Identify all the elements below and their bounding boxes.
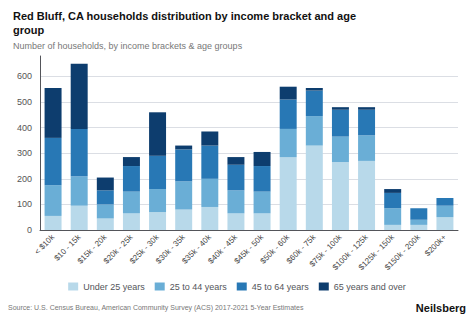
svg-text:$45k - 50k: $45k - 50k [232, 232, 266, 266]
svg-text:$60k - 75k: $60k - 75k [284, 232, 318, 266]
svg-text:group: group [13, 24, 44, 36]
svg-text:$20k - 25k: $20k - 25k [101, 232, 135, 266]
svg-text:300: 300 [17, 148, 32, 158]
svg-text:65 years and over: 65 years and over [334, 282, 406, 292]
svg-text:$10 - 15k: $10 - 15k [52, 232, 83, 263]
svg-text:$15k - 20k: $15k - 20k [75, 232, 109, 266]
svg-text:$100k - 125k: $100k - 125k [330, 232, 370, 272]
svg-text:$30k - 35k: $30k - 35k [154, 232, 187, 266]
svg-text:0: 0 [27, 225, 32, 235]
svg-text:$35k - 40k: $35k - 40k [180, 232, 213, 266]
svg-text:$25k - 30k: $25k - 30k [128, 232, 161, 266]
svg-text:45 to 64 years: 45 to 64 years [252, 282, 310, 292]
svg-text:Neilsberg: Neilsberg [416, 302, 466, 314]
svg-text:500: 500 [17, 97, 32, 107]
svg-text:$40k - 45k: $40k - 45k [206, 232, 240, 266]
svg-text:$150k - 200k: $150k - 200k [383, 233, 422, 272]
svg-text:Red Bluff, CA households distr: Red Bluff, CA households distribution by… [13, 10, 356, 22]
svg-text:$125k - 150k: $125k - 150k [356, 232, 396, 272]
svg-text:$200k+: $200k+ [423, 233, 448, 258]
svg-text:Under 25 years: Under 25 years [83, 282, 145, 292]
svg-text:400: 400 [17, 123, 32, 133]
svg-text:$75k - 100k: $75k - 100k [307, 232, 344, 269]
svg-text:100: 100 [17, 199, 32, 209]
svg-text:200: 200 [17, 174, 32, 184]
svg-text:600: 600 [17, 71, 32, 81]
svg-text:< $10k: < $10k [33, 233, 56, 256]
svg-text:25 to 44 years: 25 to 44 years [170, 282, 228, 292]
svg-text:Number of households, by incom: Number of households, by income brackets… [13, 41, 243, 51]
svg-text:Source: U.S. Census Bureau, Am: Source: U.S. Census Bureau, American Com… [8, 304, 304, 312]
svg-text:$50k - 60k: $50k - 60k [258, 232, 292, 266]
